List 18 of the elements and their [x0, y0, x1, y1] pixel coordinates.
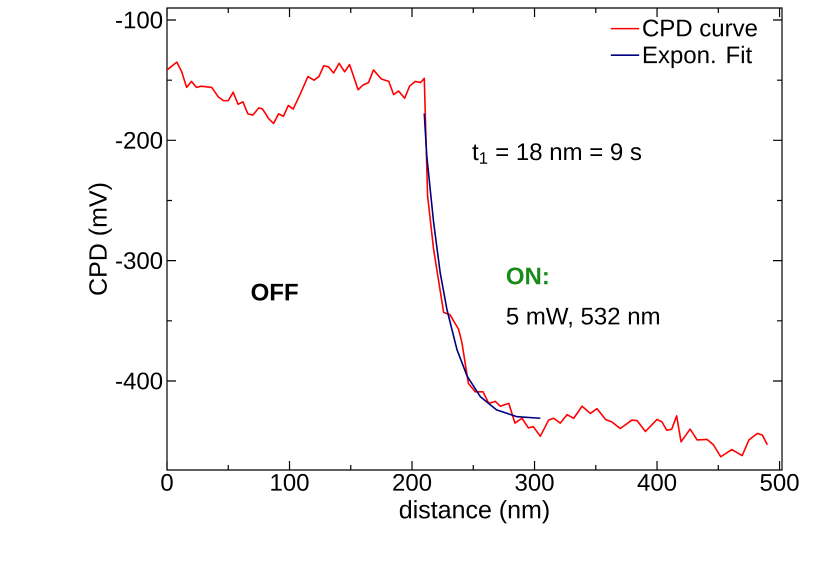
legend-label: Expon. Fit: [644, 46, 752, 68]
annotation: t$_{1}$ = 18 nm = 9 s: [472, 143, 642, 164]
y-axis-title: CPD (mV): [88, 184, 112, 295]
annotation: 5 mW, 532 nm: [506, 308, 659, 328]
annotation: OFF: [252, 284, 298, 301]
y-tick-label: -100: [116, 12, 162, 29]
x-tick-label: 400: [638, 474, 676, 491]
x-axis-title: distance (nm): [400, 500, 549, 524]
y-tick-label: -400: [116, 372, 162, 390]
x-tick-label: 100: [271, 474, 309, 491]
y-tick-label: -300: [116, 252, 162, 270]
x-tick-label: 200: [393, 474, 432, 491]
y-tick-label: -200: [116, 132, 162, 149]
x-tick-label: 300: [515, 474, 554, 491]
x-tick-label: 0: [161, 474, 173, 491]
annotation: ON:: [506, 267, 548, 284]
x-tick-label: 500: [760, 474, 799, 491]
legend-label: CPD curve: [643, 19, 757, 36]
